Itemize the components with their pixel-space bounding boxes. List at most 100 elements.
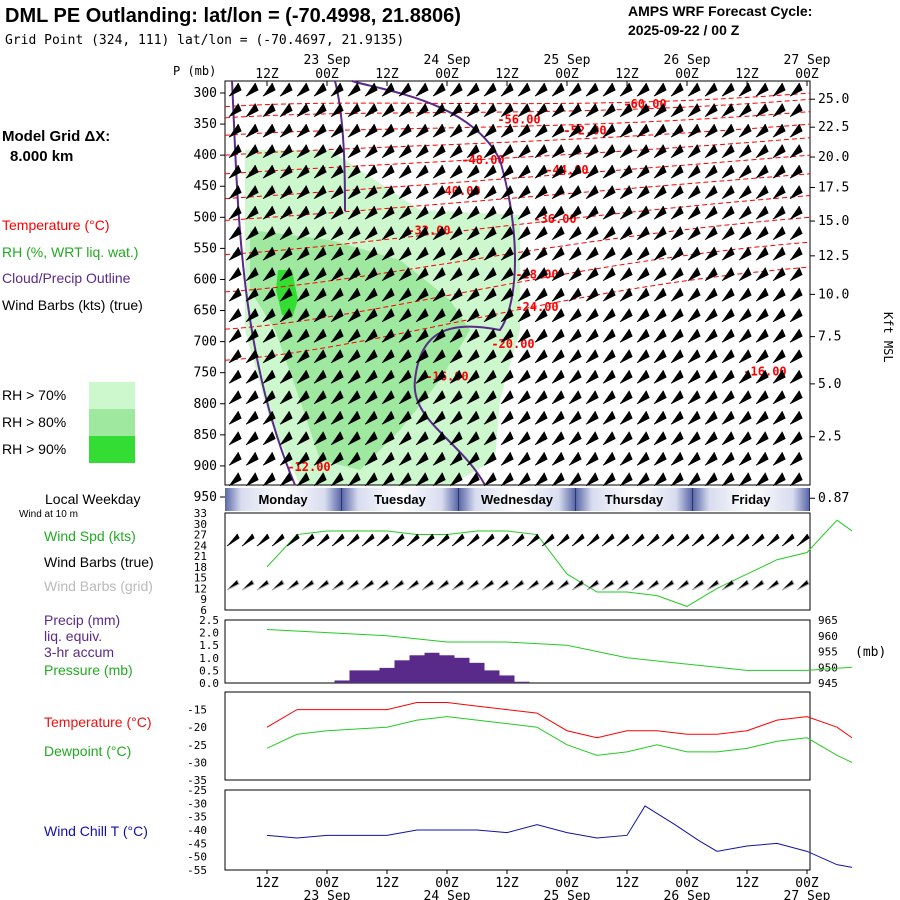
wind-barb <box>670 82 684 97</box>
temp-tick-label: -35 <box>187 774 207 787</box>
wind-barb <box>653 328 667 343</box>
wind-barb <box>415 328 429 343</box>
wind-barb <box>789 123 803 138</box>
wind-barb <box>279 205 293 220</box>
wind-barb <box>534 328 548 343</box>
wind-barb <box>568 431 582 446</box>
wind-barb <box>245 308 259 323</box>
wind-barb <box>789 451 803 466</box>
wind-barb <box>704 164 718 179</box>
wind-barb <box>772 287 786 302</box>
wind-barb <box>789 226 803 241</box>
wind-barb <box>687 431 701 446</box>
wind-barb <box>721 164 735 179</box>
wind-barb <box>347 267 361 282</box>
temperature-contour-label: -24.00 <box>515 300 558 314</box>
wind-chill-line <box>266 805 853 868</box>
wind-barb <box>483 144 497 158</box>
wind-barb <box>585 390 599 405</box>
wind-barb <box>364 164 378 179</box>
top-date-label: 23 Sep <box>304 53 351 68</box>
wind-barb <box>347 287 361 302</box>
wind-barb <box>415 82 429 97</box>
wind-barb <box>568 267 582 282</box>
wind-barb <box>772 369 786 384</box>
wind-barb <box>585 82 599 97</box>
wind-barb <box>585 410 599 425</box>
wind-barb <box>432 123 446 138</box>
wind-barb <box>704 390 718 405</box>
wind-barb <box>415 308 429 323</box>
wind-barb <box>670 267 684 282</box>
wind-barb <box>585 287 599 302</box>
wind-barb <box>636 472 650 487</box>
day-thursday: Thursday <box>576 488 693 511</box>
wind-barb <box>568 164 582 179</box>
wind-barb-true <box>661 533 675 547</box>
wind-barb <box>653 185 667 200</box>
wind-barb <box>755 226 769 241</box>
wind-barb <box>398 103 412 117</box>
wind-barb <box>228 82 242 97</box>
wind-barb-true <box>646 533 660 547</box>
wind-barb <box>755 410 769 425</box>
wind-barb <box>704 451 718 466</box>
wind-barb <box>721 410 735 425</box>
wind-barb <box>330 123 344 138</box>
wind-barb-grid <box>466 579 480 591</box>
wind-barb <box>687 410 701 425</box>
wind-barb <box>602 451 616 466</box>
wind-barb-grid <box>406 579 420 591</box>
bottom-time-tick-label: 00Z <box>795 876 819 891</box>
wind-barb <box>483 185 497 200</box>
wind-barb <box>313 451 327 466</box>
wind-barb <box>517 390 531 405</box>
wind-barb <box>653 164 667 179</box>
wind-barb <box>347 472 361 487</box>
wind-barb <box>755 205 769 220</box>
wind-barb <box>330 390 344 405</box>
wind-barb <box>721 82 735 97</box>
wind-barb <box>483 308 497 323</box>
legend-wind-barbs-true: Wind Barbs (true) <box>44 554 154 570</box>
precip-tick-label: 2.5 <box>199 614 219 627</box>
wind-barb <box>551 451 565 466</box>
wind-barb <box>772 267 786 282</box>
wind-barb <box>432 369 446 384</box>
wind-barb <box>687 369 701 384</box>
wind-barb <box>398 123 412 138</box>
wind-barb <box>636 431 650 446</box>
pressure-axis-title: P (mb) <box>173 64 216 78</box>
wind-barb <box>500 472 514 487</box>
wind-speed-tick-label: 33 <box>194 507 207 520</box>
wind-barb <box>262 308 276 323</box>
wind-barb <box>619 103 633 117</box>
wind-barb <box>500 164 514 179</box>
wind-barb <box>772 123 786 138</box>
wind-barb <box>585 205 599 220</box>
wind-barb <box>330 144 344 158</box>
wind-barb <box>466 451 480 466</box>
wind-barb <box>432 205 446 220</box>
day-wednesday: Wednesday <box>459 488 576 511</box>
wind-barb <box>636 103 650 117</box>
legend-wind-chill: Wind Chill T (°C) <box>44 823 148 839</box>
wind-barb <box>449 123 463 138</box>
wind-barb <box>670 164 684 179</box>
top-date-label: 26 Sep <box>664 53 711 68</box>
wind-barb <box>381 328 395 343</box>
wind-barb <box>517 431 531 446</box>
wind-barb <box>313 472 327 487</box>
wind-barb <box>670 185 684 200</box>
wind-barb-true <box>616 533 630 547</box>
wind-barb <box>772 410 786 425</box>
wind-barb <box>517 82 531 97</box>
wind-barb <box>449 82 463 97</box>
wind-barb <box>704 267 718 282</box>
wind-barb <box>364 144 378 158</box>
wind-barb <box>415 267 429 282</box>
wind-barb <box>279 226 293 241</box>
wind-barb <box>636 82 650 97</box>
wind-barb <box>789 308 803 323</box>
wind-barb <box>432 308 446 323</box>
